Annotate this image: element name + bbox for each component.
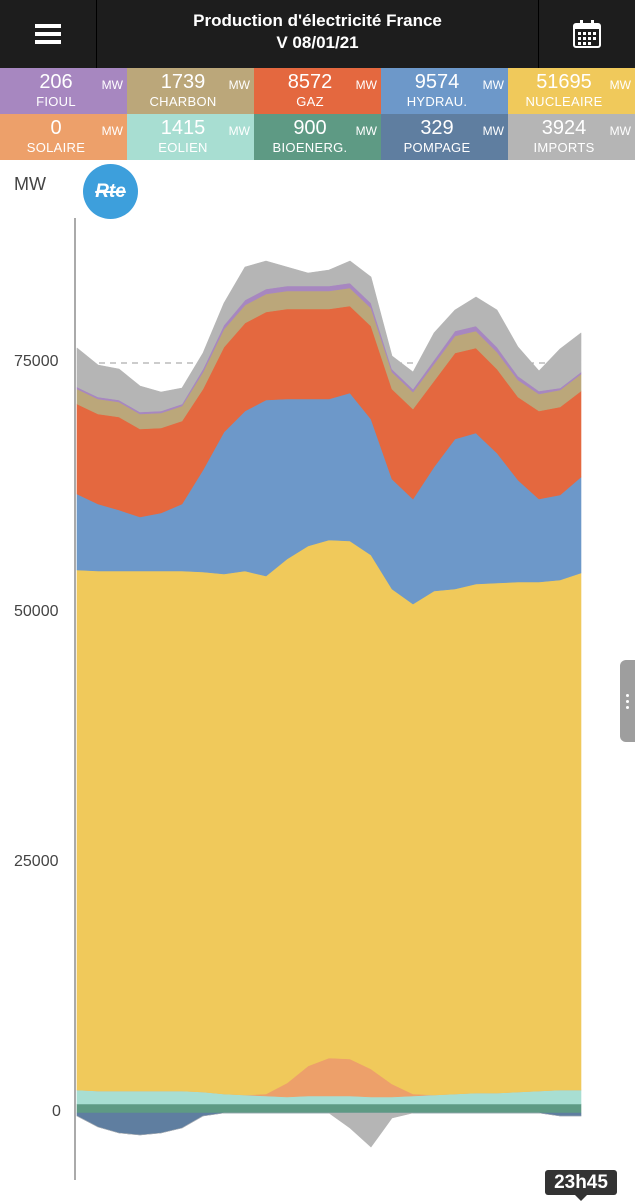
tile-label: SOLAIRE: [26, 140, 86, 155]
tile-value: 0: [50, 117, 62, 139]
unit-label: MW: [14, 174, 46, 194]
y-tick-label: 0: [52, 1103, 61, 1120]
tile-unit: MW: [228, 124, 250, 138]
rte-logo-text: Rte: [95, 180, 126, 202]
tile-unit: MW: [101, 124, 123, 138]
calendar-icon: [573, 20, 601, 48]
handle-dot: [626, 699, 629, 703]
rte-logo[interactable]: Rte: [83, 164, 138, 219]
tile-label: EOLIEN: [158, 140, 208, 155]
date-text: V 08/01/21: [276, 33, 359, 52]
production-area-imports: [76, 260, 582, 413]
tile-charbon[interactable]: 1739 MW CHARBON: [127, 68, 254, 114]
tile-gaz[interactable]: 8572 MW GAZ: [254, 68, 381, 114]
tile-unit: MW: [355, 78, 377, 92]
tile-label: GAZ: [296, 94, 324, 109]
tile-solaire[interactable]: 0 MW SOLAIRE: [0, 114, 127, 160]
tile-value: 329: [420, 117, 454, 139]
y-tick-label: 75000: [14, 353, 59, 370]
tile-value: 51695: [536, 71, 592, 93]
tile-value: 1739: [160, 71, 206, 93]
tile-pompage[interactable]: 329 MW POMPAGE: [381, 114, 508, 160]
calendar-button[interactable]: [538, 0, 635, 68]
consumption-area-pompage: [76, 1112, 582, 1136]
hamburger-menu-icon: [35, 24, 61, 44]
production-area-bioenerg: [76, 1103, 582, 1114]
tile-unit: MW: [609, 78, 631, 92]
tile-unit: MW: [101, 78, 123, 92]
tile-label: IMPORTS: [533, 140, 595, 155]
tile-hydrau[interactable]: 9574 MW HYDRAU.: [381, 68, 508, 114]
tile-value: 3924: [541, 117, 587, 139]
tile-unit: MW: [355, 124, 377, 138]
tile-label: NUCLEAIRE: [525, 94, 603, 109]
title-text: Production d'électricité France: [193, 11, 442, 30]
y-tick-label: 50000: [14, 603, 59, 620]
menu-button[interactable]: [0, 0, 97, 68]
app-header: Production d'électricité France V 08/01/…: [0, 0, 635, 68]
tile-value: 206: [39, 71, 73, 93]
handle-dot: [626, 705, 629, 709]
production-area-nucleaire: [76, 539, 582, 1096]
tile-label: HYDRAU.: [406, 94, 468, 109]
side-panel-handle[interactable]: [620, 660, 635, 742]
tile-value: 900: [293, 117, 327, 139]
tile-eolien[interactable]: 1415 MW EOLIEN: [127, 114, 254, 160]
consumption-area-exports: [76, 1112, 582, 1148]
handle-dot: [626, 693, 629, 697]
tile-label: POMPAGE: [403, 140, 471, 155]
tile-bioenerg[interactable]: 900 MW BIOENERG.: [254, 114, 381, 160]
tile-unit: MW: [228, 78, 250, 92]
tile-value: 1415: [160, 117, 206, 139]
production-tiles: 206 MW FIOUL 1739 MW CHARBON 8572 MW GAZ 9574 MW HY…: [0, 68, 635, 160]
time-cursor-label[interactable]: 23h45: [545, 1170, 617, 1201]
tile-fioul[interactable]: 206 MW FIOUL: [0, 68, 127, 114]
tile-unit: MW: [482, 124, 504, 138]
tile-value: 9574: [414, 71, 460, 93]
tile-value: 8572: [287, 71, 333, 93]
y-tick-label: 25000: [14, 853, 59, 870]
page-title: Production d'électricité France V 08/01/…: [96, 10, 539, 54]
tile-label: CHARBON: [149, 94, 217, 109]
tile-nucleaire[interactable]: 51695 MW NUCLEAIRE: [508, 68, 635, 114]
tile-imports[interactable]: 3924 MW IMPORTS: [508, 114, 635, 160]
tile-label: FIOUL: [36, 94, 76, 109]
tile-label: BIOENERG.: [272, 140, 348, 155]
tile-unit: MW: [609, 124, 631, 138]
tile-unit: MW: [482, 78, 504, 92]
